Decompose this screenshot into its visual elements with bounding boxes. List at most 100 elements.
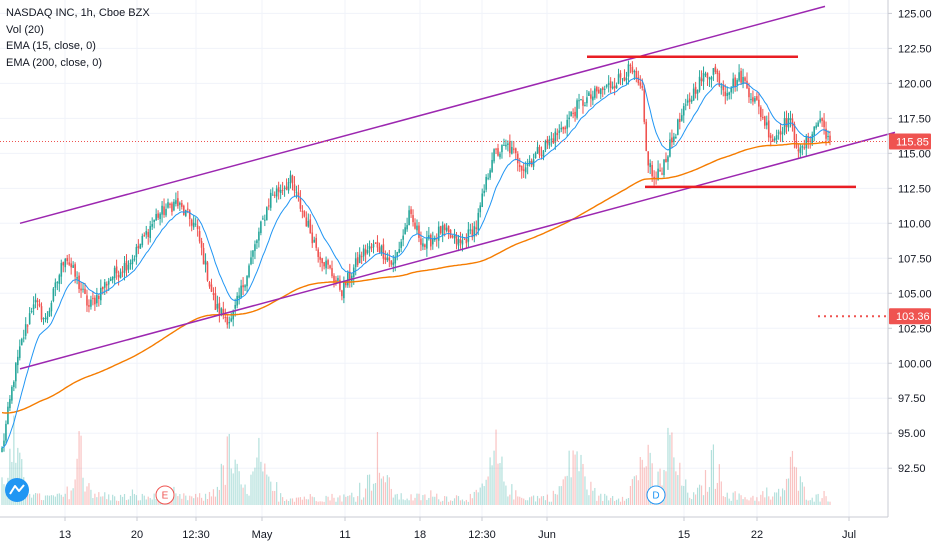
candle-body xyxy=(119,272,122,278)
candle-body xyxy=(7,406,9,425)
volume-bar xyxy=(645,466,647,505)
volume-bar xyxy=(108,494,110,505)
candle-body xyxy=(568,117,570,120)
candle-body xyxy=(234,304,236,309)
volume-bar xyxy=(329,500,331,505)
volume-bar xyxy=(825,496,827,505)
candle-body xyxy=(408,210,410,226)
candle-body xyxy=(702,73,705,82)
candle-body xyxy=(447,226,450,232)
candle-body xyxy=(679,118,681,123)
volume-bar xyxy=(714,488,716,505)
candle-body xyxy=(364,249,367,255)
volume-bar xyxy=(469,493,471,505)
legend-symbol[interactable]: NASDAQ INC, 1h, Cboe BZX xyxy=(6,7,150,19)
candle-body xyxy=(161,205,163,215)
candle-body xyxy=(763,116,766,126)
candle-body xyxy=(821,118,823,121)
candle-body xyxy=(514,148,517,154)
volume-bar xyxy=(86,486,88,505)
candle-body xyxy=(430,234,432,247)
volume-bar xyxy=(768,496,770,505)
candle-body xyxy=(431,239,434,245)
volume-bar xyxy=(394,494,396,505)
candle-body xyxy=(732,78,734,88)
volume-bar xyxy=(827,501,829,505)
volume-bar xyxy=(730,500,732,505)
volume-bar xyxy=(442,500,444,505)
volume-bar xyxy=(347,495,349,505)
volume-bar xyxy=(365,488,367,505)
volume-bar xyxy=(513,499,515,505)
volume-bar xyxy=(149,498,151,505)
volume-bar xyxy=(376,432,379,505)
volume-bar xyxy=(554,493,556,505)
candle-body xyxy=(671,137,673,143)
candle-body xyxy=(131,259,134,265)
volume-bar xyxy=(110,500,112,505)
volume-bar xyxy=(465,499,467,505)
volume-bar xyxy=(695,494,697,505)
candle-body xyxy=(625,78,628,80)
volume-bar xyxy=(700,485,703,505)
volume-bar xyxy=(438,499,440,505)
volume-bar xyxy=(807,500,809,505)
candle-body xyxy=(570,111,572,117)
volume-bar xyxy=(687,492,689,505)
volume-bar xyxy=(726,492,728,505)
candle-body xyxy=(384,257,387,260)
volume-bar xyxy=(639,457,641,505)
volume-bar xyxy=(829,501,831,505)
volume-bar xyxy=(538,498,541,505)
volume-bar xyxy=(781,488,784,505)
candle-body xyxy=(20,338,23,346)
volume-bar xyxy=(117,501,120,505)
event-marker-dividend[interactable]: D xyxy=(646,485,666,505)
candle-body xyxy=(554,131,557,143)
volume-bar xyxy=(669,434,671,505)
volume-bar xyxy=(210,496,213,505)
candle-body xyxy=(773,138,776,141)
candle-body xyxy=(358,254,361,264)
volume-bar xyxy=(708,487,711,505)
volume-bar xyxy=(410,494,412,505)
candle-body xyxy=(339,279,341,290)
volume-bar xyxy=(683,485,685,505)
legend-volume[interactable]: Vol (20) xyxy=(6,23,44,36)
candle-body xyxy=(803,147,806,149)
volume-bar xyxy=(823,490,825,505)
candle-body xyxy=(714,66,717,72)
legend-ema200[interactable]: EMA (200, close, 0) xyxy=(6,56,102,69)
volume-bar xyxy=(602,500,604,505)
volume-bar xyxy=(803,486,805,505)
volume-bar xyxy=(643,467,645,505)
candle-body xyxy=(495,148,497,150)
volume-bar xyxy=(147,496,149,505)
candle-body xyxy=(718,73,721,86)
candle-body xyxy=(422,243,424,247)
volume-bar xyxy=(572,450,574,505)
volume-bar xyxy=(738,493,740,505)
candle-body xyxy=(556,133,559,136)
event-marker-earnings[interactable]: E xyxy=(155,485,175,505)
candle-body xyxy=(797,149,800,152)
legend-ema15[interactable]: EMA (15, close, 0) xyxy=(6,40,96,52)
candle-body xyxy=(327,260,329,265)
drawings[interactable] xyxy=(0,5,896,370)
candle-body xyxy=(188,210,191,220)
volume-bar xyxy=(495,429,497,505)
candle-body xyxy=(80,288,82,291)
volume-bar xyxy=(44,495,47,505)
candle-body xyxy=(262,218,264,220)
candle-body xyxy=(459,239,462,243)
candle-body xyxy=(194,223,197,225)
candle-body xyxy=(497,148,499,156)
volume-bar xyxy=(614,501,616,505)
candle-body xyxy=(26,325,29,327)
volume-bar xyxy=(1,477,3,505)
candle-body xyxy=(325,260,327,269)
last-price-tag-bg xyxy=(889,133,931,150)
